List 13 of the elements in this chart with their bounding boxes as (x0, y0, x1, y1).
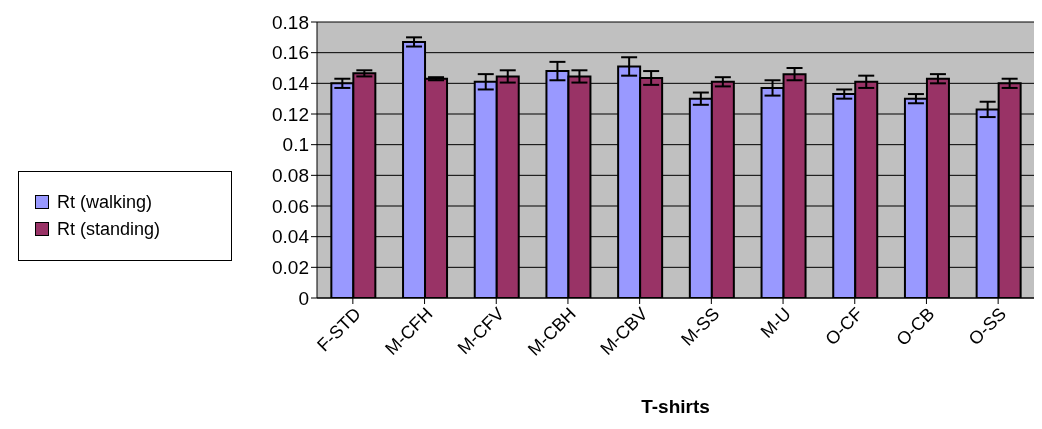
y-tick-label: 0.16 (272, 42, 309, 64)
y-tick-label: 0.02 (272, 257, 309, 279)
y-tick-label: 0 (298, 287, 309, 309)
y-tick-label: 0.04 (272, 226, 310, 248)
y-tick-label: 0.12 (272, 103, 309, 125)
legend-label: Rt (standing) (57, 218, 161, 240)
y-tick-label: 0.06 (272, 195, 309, 217)
x-axis-title: T-shirts (641, 396, 710, 417)
y-tick-label: 0.1 (282, 134, 309, 156)
y-tick-label: 0.14 (272, 73, 310, 95)
y-tick-label: 0.08 (272, 165, 309, 187)
legend-label: Rt (walking) (57, 191, 153, 213)
y-tick-label: 0.18 (272, 11, 309, 33)
